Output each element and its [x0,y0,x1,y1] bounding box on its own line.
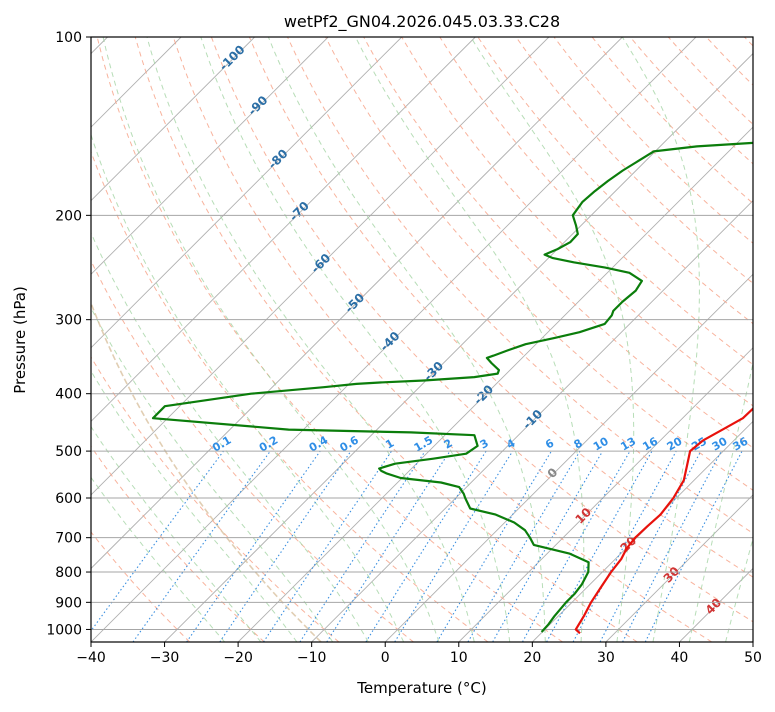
mixing-ratio-label: 6 [543,436,556,451]
x-tick-label: −20 [223,650,253,666]
x-axis-label: Temperature (°C) [356,679,486,697]
isotherm-line [0,37,402,642]
moist-adiabat [689,37,775,642]
isotherm-line [0,37,255,642]
isotherm-line [753,37,775,642]
moist-adiabat [726,37,775,642]
mixing-ratio-label: 3 [478,437,491,452]
isotherm-label: -10 [520,407,545,432]
y-tick-label: 300 [55,313,82,329]
x-tick-label: −30 [150,650,180,666]
mixing-ratio-line [264,451,392,642]
x-tick-label: 10 [450,650,468,666]
moist-adiabat [35,37,369,642]
mixing-ratio-line [327,451,450,642]
y-axis-label: Pressure (hPa) [11,286,29,394]
mixing-ratio-line [645,451,742,642]
x-tick-label: −40 [76,650,106,666]
dry-adiabat [59,37,488,642]
isotherm-label: 0 [545,465,561,481]
isotherm-line [165,37,770,642]
y-tick-label: 900 [55,595,82,611]
y-tick-label: 600 [55,491,82,507]
chart-title: wetPf2_GN04.2026.045.03.33.C28 [284,12,560,32]
dry-adiabat [744,37,775,642]
isotherm-line [532,37,775,642]
isotherm-label: -80 [265,146,290,171]
plot-frame [91,37,753,642]
x-tick-label: 40 [671,650,689,666]
isotherm-label: 30 [661,564,683,586]
isotherm-label: -20 [471,382,496,407]
mixing-ratio-label: 4 [504,436,517,451]
moist-adiabat [201,37,510,642]
dry-adiabat [554,37,775,642]
isotherm-label: -100 [216,42,247,73]
mixing-ratio-line [600,451,701,642]
dry-adiabat [0,37,264,642]
y-axis: 100 200 300 400 500 600 700 800 900 1000 [46,30,91,638]
moist-adiabat [0,37,261,642]
mixing-ratio-line [547,451,652,642]
y-tick-label: 1000 [46,622,82,638]
mixing-ratio-label: 2 [442,437,455,452]
pressure-gridlines [91,37,753,629]
isotherm-label: -60 [308,251,333,276]
y-tick-label: 700 [55,531,82,547]
dewpoint-profile-line [153,37,775,632]
y-tick-label: 100 [55,30,82,46]
isotherm-line [679,37,775,642]
isotherm-line [459,37,775,642]
dry-adiabat [21,37,414,642]
x-tick-label: 0 [381,650,390,666]
dry-adiabat [706,37,775,642]
dry-adiabat [592,37,775,642]
y-tick-label: 500 [55,444,82,460]
y-tick-label: 400 [55,387,82,403]
mixing-ratio-line [437,451,552,642]
isotherm-label: 10 [572,505,594,527]
dry-adiabat [0,37,339,642]
mixing-ratio-line [83,451,224,642]
x-tick-label: 20 [523,650,541,666]
moist-adiabat [7,37,333,642]
dry-adiabat [516,37,775,642]
y-tick-label: 200 [55,208,82,224]
isotherm-label: -90 [245,93,270,118]
x-axis: −40 −30 −20 −10 0 10 20 30 40 50 [76,642,762,666]
moist-adiabat [0,37,297,642]
isotherm-label: -70 [287,199,312,224]
isotherm-line [385,37,775,642]
x-tick-label: 50 [744,650,762,666]
reference-curve [39,37,321,642]
mixing-ratio-line [468,451,580,642]
y-tick-label: 800 [55,565,82,581]
isotherm-label: -50 [342,290,367,315]
temperature-profile-line [576,37,775,633]
isotherm-label: 40 [703,595,725,617]
isotherm-line [17,37,622,642]
sounding-profiles [153,37,775,633]
dry-adiabat [668,37,775,642]
moist-adiabat [66,37,403,642]
x-tick-label: 30 [597,650,615,666]
x-tick-label: −10 [297,650,327,666]
